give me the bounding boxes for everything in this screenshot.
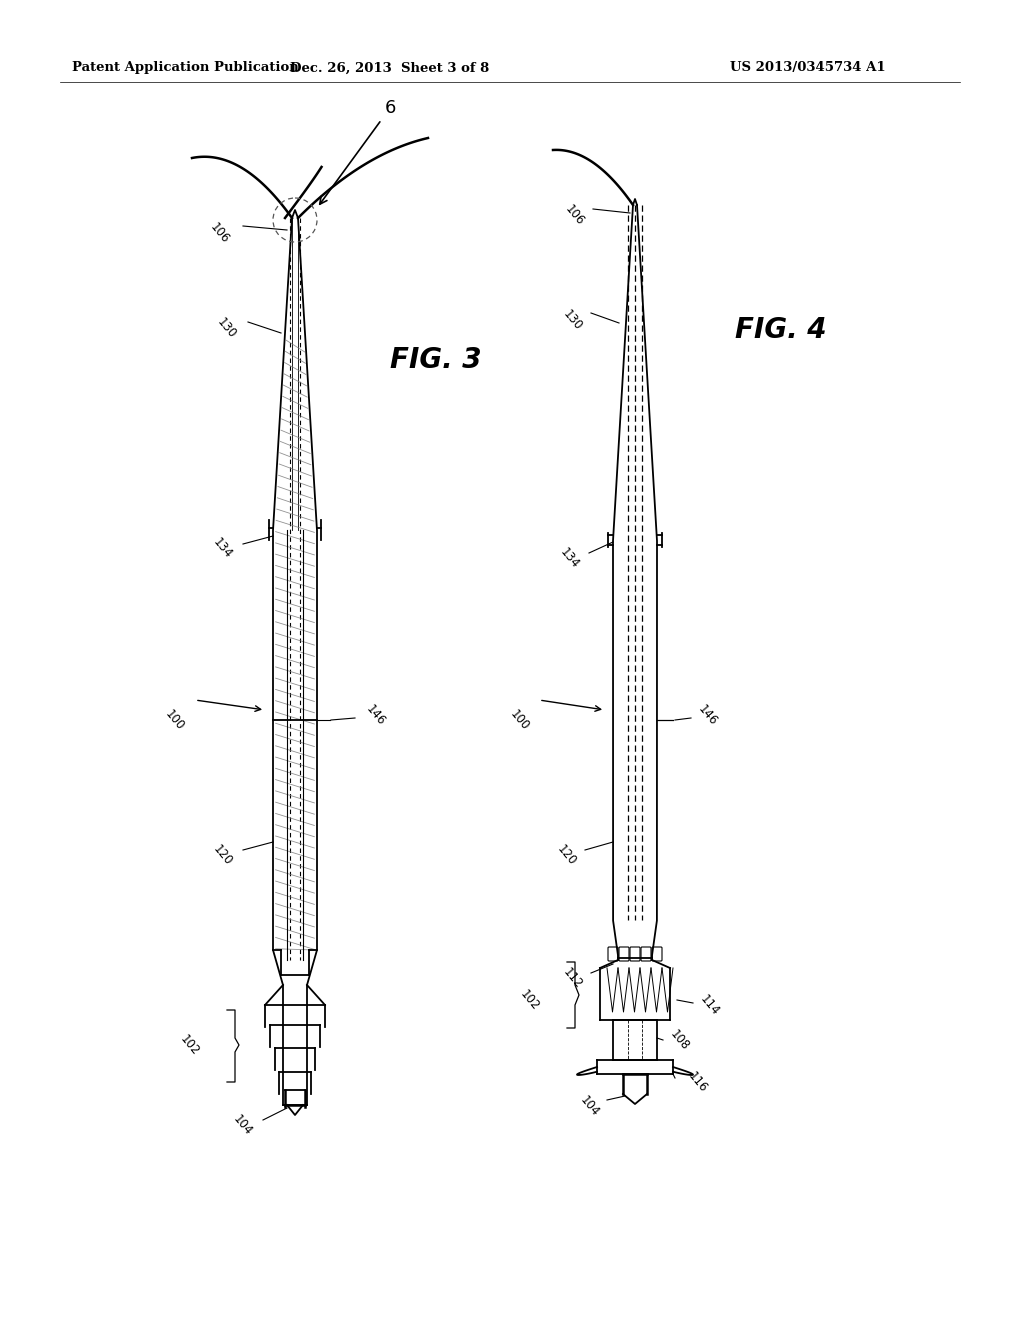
Text: Dec. 26, 2013  Sheet 3 of 8: Dec. 26, 2013 Sheet 3 of 8 <box>291 62 489 74</box>
Text: 116: 116 <box>685 1069 710 1094</box>
Text: 106: 106 <box>208 220 232 246</box>
Text: 146: 146 <box>695 702 720 727</box>
Text: FIG. 3: FIG. 3 <box>390 346 481 374</box>
Text: FIG. 4: FIG. 4 <box>735 315 826 345</box>
Text: 108: 108 <box>667 1027 691 1053</box>
Text: 134: 134 <box>211 535 236 561</box>
Text: 104: 104 <box>578 1093 602 1119</box>
Text: 100: 100 <box>508 708 532 733</box>
Text: 104: 104 <box>230 1113 255 1138</box>
Text: 130: 130 <box>561 308 585 333</box>
Text: 114: 114 <box>697 993 722 1018</box>
Text: US 2013/0345734 A1: US 2013/0345734 A1 <box>730 62 886 74</box>
Text: 130: 130 <box>215 315 240 341</box>
Text: 102: 102 <box>178 1032 202 1057</box>
Text: 100: 100 <box>163 708 187 733</box>
Text: 112: 112 <box>561 965 585 991</box>
Text: 106: 106 <box>563 202 587 228</box>
Text: 120: 120 <box>211 842 236 867</box>
Text: 134: 134 <box>558 545 583 570</box>
Text: 6: 6 <box>319 99 395 205</box>
Text: Patent Application Publication: Patent Application Publication <box>72 62 299 74</box>
Text: 146: 146 <box>362 702 387 727</box>
Text: 102: 102 <box>518 987 542 1012</box>
Text: 120: 120 <box>555 842 580 867</box>
